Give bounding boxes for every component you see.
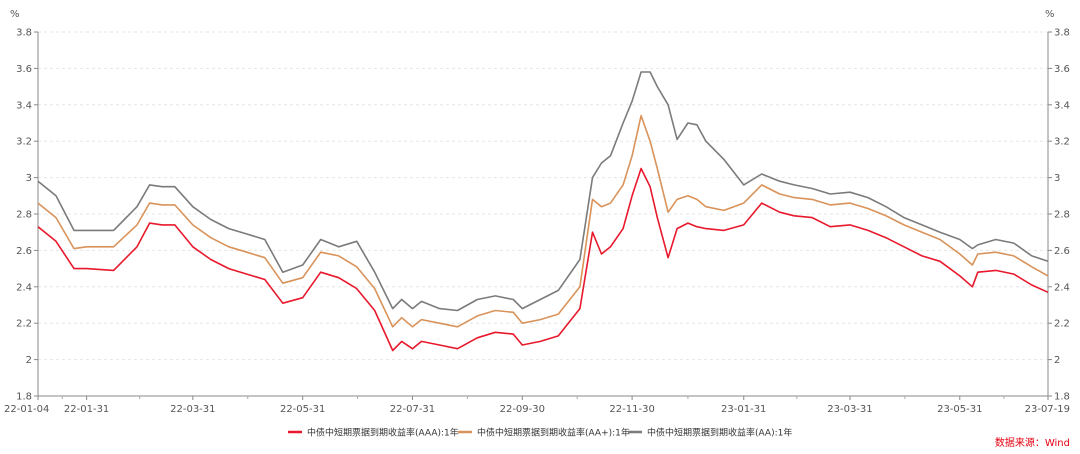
y-tick-left-label: 3.8	[16, 28, 32, 39]
y-tick-right-label: 2.4	[1054, 282, 1070, 293]
y-tick-right-label: 3	[1054, 173, 1060, 184]
series-line-2	[37, 114, 1049, 328]
series-line-1	[37, 167, 1049, 352]
y-tick-left-label: 2.8	[16, 210, 32, 221]
y-tick-right-label: 3.2	[1054, 137, 1070, 148]
y-tick-left-label: 3.6	[16, 64, 32, 75]
legend-label: 中债中短期票据到期收益率(AA+):1年	[477, 427, 630, 439]
y-tick-left-label: 2.4	[16, 282, 32, 293]
y-tick-right-label: 3.8	[1054, 28, 1070, 39]
x-axis-ticks: 22-01-04 22-01-31 22-03-31 22-05-31 22-07-31…	[4, 396, 1070, 415]
y-tick-left-label: 3	[26, 173, 32, 184]
y-tick-right-label: 2	[1054, 355, 1060, 366]
y-tick-right-label: 1.8	[1054, 392, 1070, 403]
y-tick-left-label: 2	[26, 355, 32, 366]
y-axis-right-unit: %	[1045, 9, 1055, 20]
x-tick-label: 23-05-31	[937, 404, 982, 415]
legend-label: 中债中短期票据到期收益率(AA):1年	[647, 427, 792, 439]
y-tick-left-label: 3.2	[16, 137, 32, 148]
x-tick-label: 23-07-19	[1025, 404, 1070, 415]
x-tick-label: 22-05-31	[280, 404, 325, 415]
y-axis-left-ticks: 1.8 2 2.2 2.4 2.6 2.8 3 3.2 3.4 3.6 3.8	[16, 28, 38, 403]
y-tick-left-label: 3.4	[16, 100, 32, 111]
y-tick-right-label: 3.4	[1054, 100, 1070, 111]
x-tick-label: 23-01-31	[721, 404, 766, 415]
y-tick-left-label: 2.6	[16, 246, 32, 257]
gridlines	[38, 31, 1048, 361]
y-tick-left-label: 2.2	[16, 319, 32, 330]
x-tick-label: 22-01-31	[64, 404, 109, 415]
series-lines	[37, 71, 1049, 352]
legend: 中债中短期票据到期收益率(AAA):1年 中债中短期票据到期收益率(AA+):1年…	[288, 427, 792, 439]
x-tick-label: 22-07-31	[390, 404, 435, 415]
y-axis-right-ticks: 1.8 2 2.2 2.4 2.6 2.8 3 3.2 3.4 3.6 3.8	[1048, 28, 1070, 403]
y-tick-right-label: 2.8	[1054, 210, 1070, 221]
legend-label: 中债中短期票据到期收益率(AAA):1年	[307, 427, 459, 439]
y-tick-right-label: 3.6	[1054, 64, 1070, 75]
y-tick-right-label: 2.6	[1054, 246, 1070, 257]
y-tick-left-label: 1.8	[16, 392, 32, 403]
series-line-3	[37, 71, 1049, 312]
x-tick-label: 22-09-30	[500, 404, 545, 415]
x-tick-label: 23-03-31	[827, 404, 872, 415]
y-tick-right-label: 2.2	[1054, 319, 1070, 330]
x-tick-label: 22-11-30	[609, 404, 654, 415]
x-tick-label: 22-01-04	[4, 404, 49, 415]
x-tick-label: 22-03-31	[170, 404, 215, 415]
source-note: 数据来源：Wind	[995, 436, 1070, 449]
y-axis-left-unit: %	[10, 9, 20, 20]
